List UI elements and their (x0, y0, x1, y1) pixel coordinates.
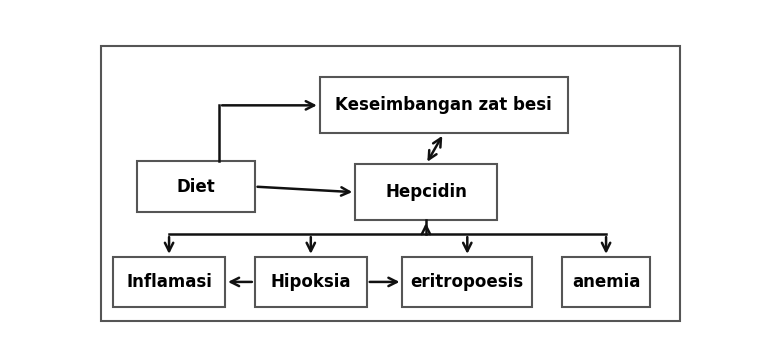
FancyBboxPatch shape (113, 257, 226, 307)
Text: anemia: anemia (572, 273, 640, 291)
Text: Inflamasi: Inflamasi (126, 273, 212, 291)
Text: Hipoksia: Hipoksia (271, 273, 351, 291)
Text: Hepcidin: Hepcidin (385, 183, 467, 201)
FancyBboxPatch shape (255, 257, 367, 307)
FancyBboxPatch shape (402, 257, 533, 307)
FancyBboxPatch shape (320, 77, 568, 133)
FancyBboxPatch shape (562, 257, 651, 307)
Text: Keseimbangan zat besi: Keseimbangan zat besi (335, 96, 552, 114)
Text: eritropoesis: eritropoesis (411, 273, 523, 291)
FancyBboxPatch shape (101, 47, 680, 321)
Text: Diet: Diet (176, 178, 215, 195)
FancyBboxPatch shape (355, 164, 497, 220)
FancyBboxPatch shape (136, 161, 255, 212)
